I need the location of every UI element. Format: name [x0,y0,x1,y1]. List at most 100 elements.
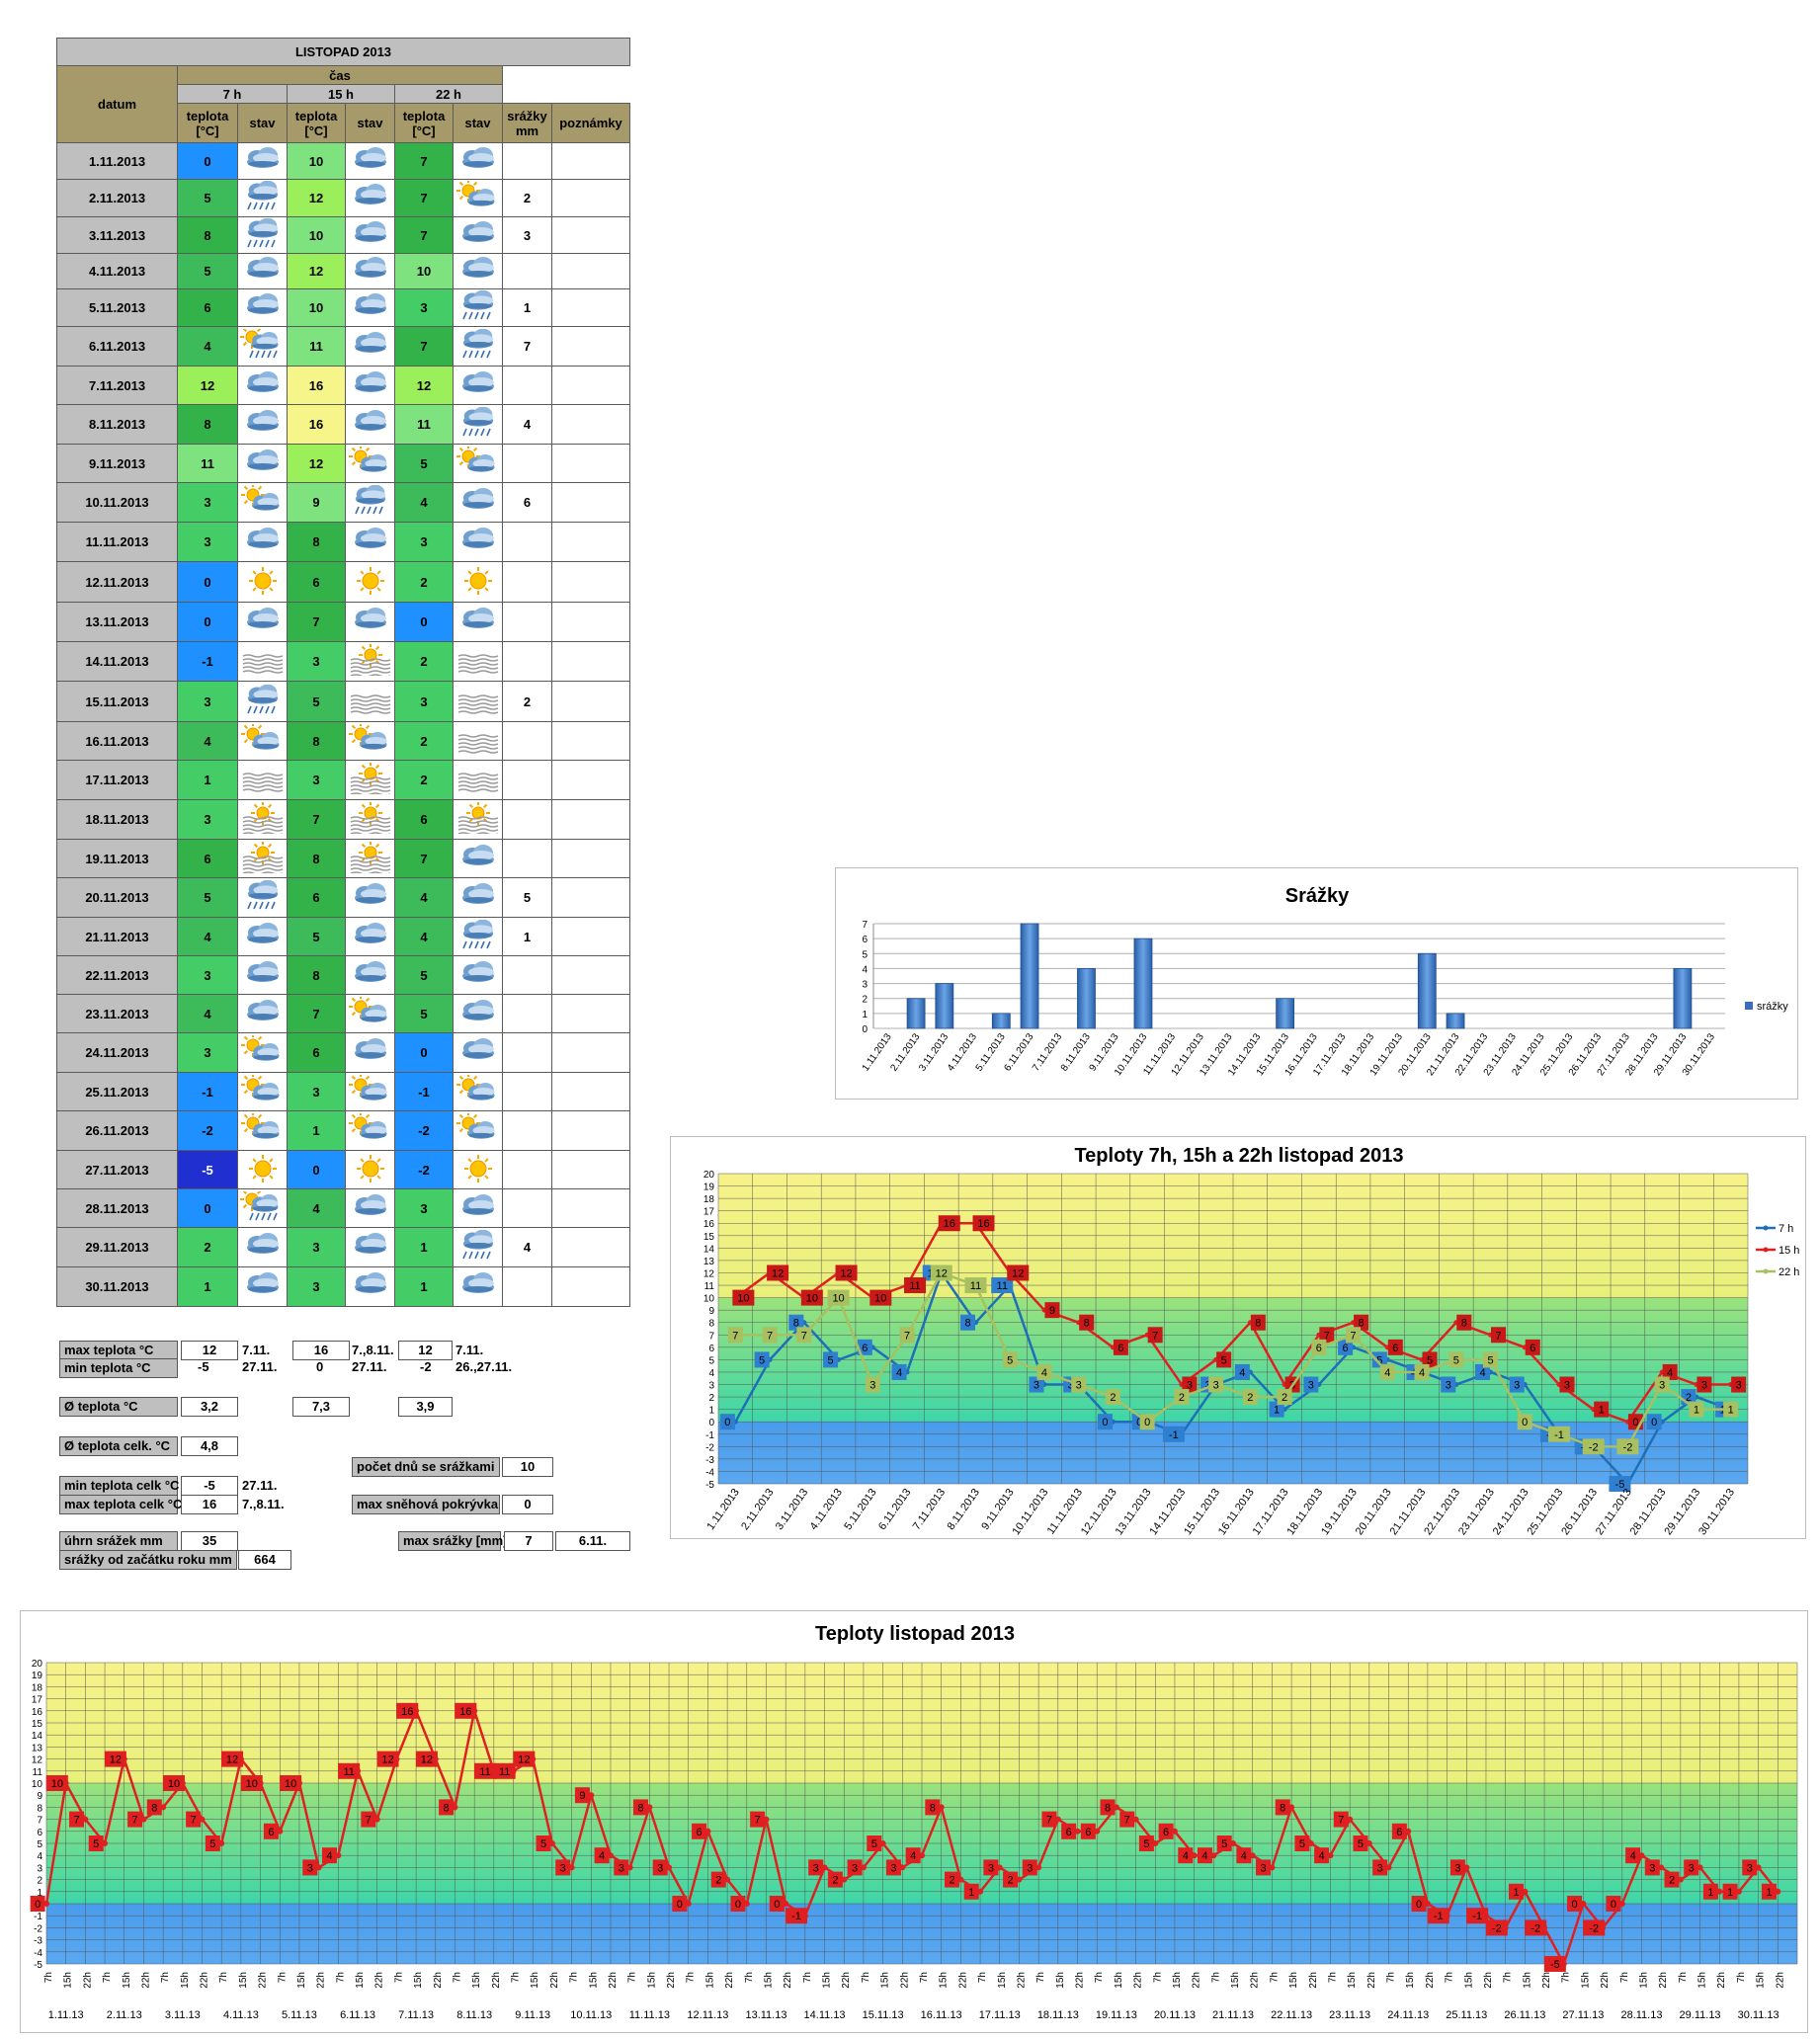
temp-7h-cell: 0 [177,1188,238,1228]
temp-15h-cell: 7 [287,994,346,1033]
data-label: 3 [619,1862,624,1874]
fog-icon [237,760,288,800]
data-label: 0 [724,1417,730,1428]
data-label-box [1702,1883,1718,1900]
data-label-box [1162,1426,1185,1442]
temp-7h-cell: -1 [177,1072,238,1111]
x-subtick-label: 15h [588,1972,599,1989]
sunny-icon [237,561,288,603]
data-label: 3 [1446,1380,1451,1392]
min-temp-total: -5 [181,1476,238,1496]
data-label: 2 [1282,1392,1287,1404]
sunny-icon [453,561,503,603]
table-row: 16.11.2013 4 8 2 [56,721,630,761]
min-temp-total-date: 27.11. [242,1478,278,1493]
x-subtick-label: 22h [1716,1972,1727,1989]
x-subtick-label: 22h [374,1972,385,1989]
date-cell: 28.11.2013 [56,1188,178,1228]
x-subtick-label: 7h [1386,1972,1397,1983]
data-label-box [719,1414,735,1430]
y-tick-label: 12 [703,1268,715,1279]
data-label-box [1105,1389,1120,1406]
temp-22h-cell: 7 [394,142,454,180]
rain-cell: 4 [502,1227,552,1267]
x-subtick-label: 15h [530,1972,540,1989]
rain-days: 10 [502,1457,553,1477]
table-row: 19.11.2013 6 8 7 [56,839,630,878]
data-label: -2 [1589,1922,1599,1934]
temp-22h-cell: 7 [394,179,454,217]
sunny-icon [345,561,395,603]
date-cell: 17.11.2013 [56,760,178,800]
cloudy-icon [237,994,288,1033]
rain-year: 664 [238,1550,291,1570]
legend-label: 7 h [1779,1223,1793,1235]
temp-7h-cell: -1 [177,641,238,682]
data-label: 11 [997,1280,1008,1292]
x-subtick-label: 22h [608,1972,619,1989]
x-subtick-label: 15h [180,1972,191,1989]
max-temp-7h-date: 7.11. [242,1343,271,1357]
data-label: 8 [1255,1318,1261,1330]
cloudy-icon [237,522,288,562]
data-label-box [732,1289,755,1306]
data-label-box [1567,1896,1583,1912]
data-label: 6 [268,1827,274,1838]
data-label: 7 [1324,1330,1330,1342]
y-tick-label: 5 [37,1839,42,1850]
table-row: 8.11.2013 8 16 11 4 [56,404,630,445]
data-label: 12 [1012,1267,1024,1279]
data-label-box [162,1775,185,1791]
x-subtick-label: 7h [1503,1972,1514,1983]
data-label-box [1208,1376,1224,1393]
data-label-box [1689,1401,1704,1418]
data-label: 2 [1179,1392,1185,1404]
table-row: 9.11.2013 11 12 5 [56,444,630,483]
temp-22h-cell: 5 [394,444,454,483]
data-label-box [865,1376,880,1393]
date-cell: 19.11.2013 [56,839,178,878]
x-subtick-label: 22h [1483,1972,1494,1989]
data-label: 7 [191,1815,197,1827]
x-day-label: 24.11.13 [1387,2009,1429,2021]
data-label-box [938,1215,960,1232]
legend-label: 15 h [1779,1245,1799,1257]
rain-cell [502,641,552,682]
data-label: 5 [93,1838,99,1850]
data-label-box [1182,1376,1198,1393]
data-label-box [1387,1339,1403,1355]
x-subtick-label: 22h [1658,1972,1669,1989]
x-subtick-label: 15h [1405,1972,1416,1989]
note-cell [551,1227,630,1267]
x-subtick-label: 22h [1541,1972,1552,1989]
data-label: 7 [1338,1815,1344,1827]
data-label: 0 [1416,1899,1422,1911]
data-label-box [1314,1847,1330,1864]
table-row: 10.11.2013 3 9 4 6 [56,482,630,523]
data-label: 5 [1143,1838,1149,1850]
legend-label: srážky [1757,1001,1788,1013]
data-label: 5 [1453,1354,1459,1366]
data-label: 4 [896,1367,902,1379]
data-label: 12 [840,1267,852,1279]
y-tick-label: 14 [32,1731,43,1742]
data-label-box [1333,1811,1349,1828]
y-tick-label: -3 [705,1455,714,1466]
data-label: 0 [735,1899,741,1911]
note-cell [551,917,630,956]
temp-15h-cell: 10 [287,288,346,327]
temp-22h-cell: 10 [394,253,454,289]
note-cell [551,602,630,642]
snow-label: max sněhová pokrývka [352,1495,500,1514]
note-cell [551,721,630,761]
cloudy-icon [345,877,395,918]
data-label-box [808,1859,824,1876]
legend-marker [1763,1268,1769,1274]
data-label: 6 [1392,1343,1398,1354]
date-cell: 8.11.2013 [56,404,178,445]
sun-fog-icon [345,641,395,682]
data-label: 7 [1046,1815,1052,1827]
data-label: 4 [1667,1367,1673,1379]
data-label: 7 [732,1330,738,1342]
rain-bar [1276,998,1295,1029]
